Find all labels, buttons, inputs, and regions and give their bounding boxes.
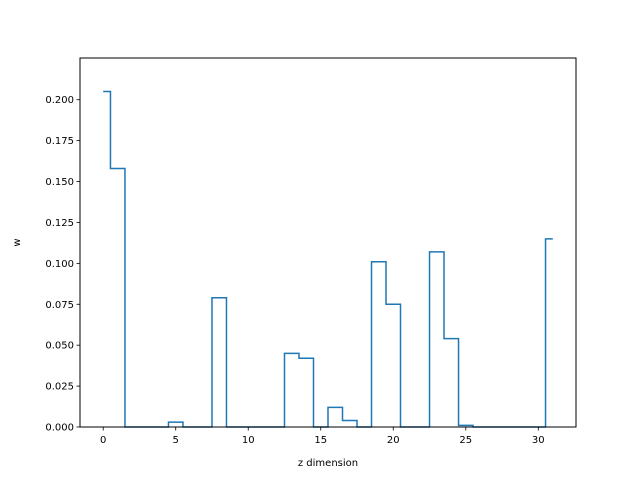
- y-tick-label: 0.150: [45, 177, 74, 188]
- y-tick-label: 0.075: [45, 300, 74, 311]
- x-tick-label: 20: [387, 435, 400, 446]
- y-tick-label: 0.125: [45, 218, 74, 229]
- y-tick-label: 0.175: [45, 136, 74, 147]
- x-tick-label: 25: [459, 435, 472, 446]
- y-axis-label: w: [12, 238, 23, 246]
- axes-frame: [79, 57, 577, 428]
- x-tick-label: 10: [242, 435, 255, 446]
- x-tick-label: 15: [314, 435, 327, 446]
- x-axis-label: z dimension: [298, 458, 358, 469]
- plot-area: [103, 90, 553, 428]
- x-axis-ticks: 0 5 10 15 20 25 30: [100, 427, 545, 446]
- y-tick-label: 0.200: [45, 95, 74, 106]
- y-axis-ticks: 0.000 0.025 0.050 0.075 0.100 0.125 0.150 0.175…: [45, 95, 80, 434]
- y-tick-label: 0.100: [45, 259, 74, 270]
- x-tick-label: 0: [100, 435, 106, 446]
- y-tick-label: 0.000: [45, 423, 74, 434]
- x-tick-label: 5: [173, 435, 179, 446]
- y-tick-label: 0.025: [45, 382, 74, 393]
- series-step-line: [103, 90, 553, 428]
- x-tick-label: 30: [532, 435, 545, 446]
- y-tick-label: 0.050: [45, 341, 74, 352]
